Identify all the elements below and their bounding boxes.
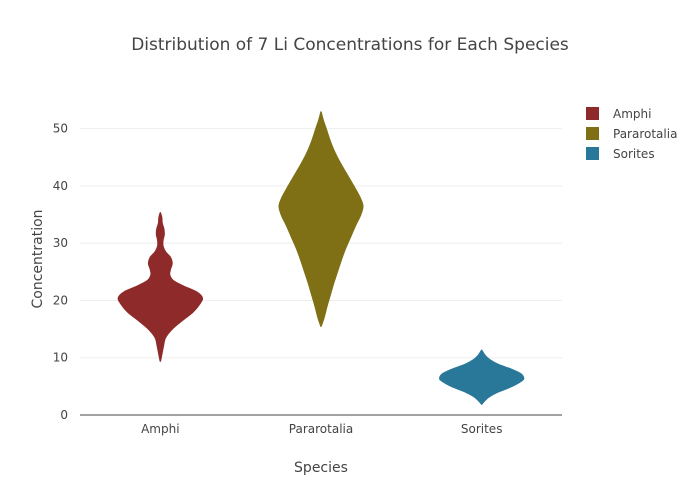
legend-item-amphi[interactable]: Amphi (586, 107, 651, 121)
y-tick-label: 50 (53, 122, 68, 136)
legend-swatch (586, 127, 599, 140)
x-axis-title: Species (294, 460, 348, 476)
y-axis-title: Concentration (30, 209, 46, 308)
legend-item-sorites[interactable]: Sorites (586, 147, 655, 161)
violins (117, 111, 525, 405)
violin-amphi[interactable] (117, 212, 204, 362)
legend-label: Pararotalia (613, 127, 677, 141)
y-tick-label: 30 (53, 236, 68, 250)
legend-label: Amphi (613, 107, 651, 121)
legend[interactable]: Amphi Pararotalia Sorites (586, 107, 677, 161)
chart-title: Distribution of 7 Li Concentrations for … (131, 35, 569, 55)
x-axis-ticks: Amphi Pararotalia Sorites (141, 422, 502, 436)
x-tick-label: Amphi (141, 422, 179, 436)
y-tick-label: 10 (53, 351, 68, 365)
violin-sorites[interactable] (439, 349, 525, 405)
y-tick-label: 20 (53, 293, 68, 307)
legend-swatch (586, 147, 599, 160)
violin-pararotalia[interactable] (278, 111, 364, 327)
y-tick-label: 0 (60, 408, 68, 422)
legend-label: Sorites (613, 147, 655, 161)
legend-swatch (586, 107, 599, 120)
y-tick-label: 40 (53, 179, 68, 193)
x-tick-label: Sorites (461, 422, 503, 436)
legend-item-pararotalia[interactable]: Pararotalia (586, 127, 677, 141)
x-tick-label: Pararotalia (289, 422, 353, 436)
y-axis-ticks: 0 10 20 30 40 50 (53, 122, 68, 422)
